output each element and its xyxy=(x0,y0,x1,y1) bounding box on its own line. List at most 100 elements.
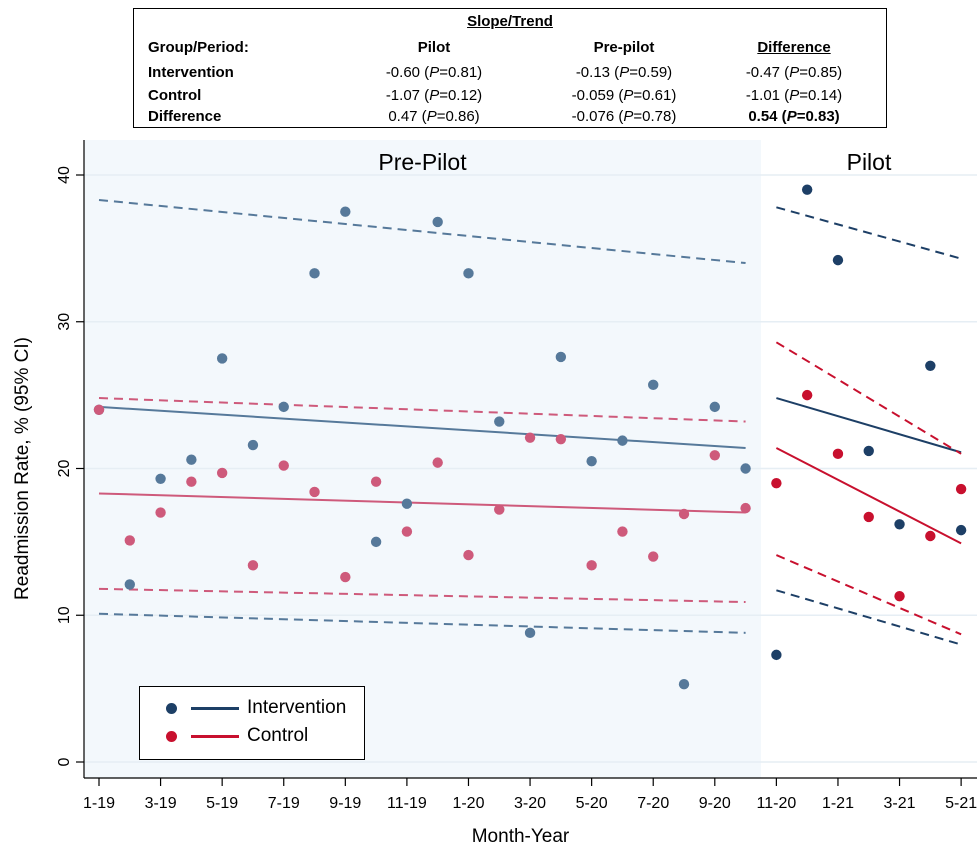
x-tick-label: 5-21 xyxy=(945,795,977,812)
intervention-point xyxy=(648,379,659,391)
control-point xyxy=(709,450,720,461)
control-point xyxy=(648,551,659,562)
intervention-point xyxy=(124,579,135,590)
intervention-trend-pre-fit-line xyxy=(98,405,746,449)
control-point xyxy=(124,535,135,546)
table-header-difference: Difference xyxy=(757,39,831,56)
control-point xyxy=(93,404,105,415)
table-cell: 0.47 (P=0.86) xyxy=(388,108,480,125)
control-point xyxy=(278,460,289,471)
x-tick-label: 1-19 xyxy=(83,795,115,812)
table-cell: -0.13 (P=0.59) xyxy=(575,64,673,81)
intervention-point xyxy=(247,439,259,451)
y-tick-label: 20 xyxy=(56,460,73,478)
x-tick-label: 3-20 xyxy=(514,795,546,812)
x-axis-title: Month-Year xyxy=(472,826,570,847)
legend-label: Intervention xyxy=(247,697,347,718)
intervention-trend-pre-ci-upper-line xyxy=(98,198,746,265)
control-point xyxy=(955,483,967,495)
table-row-label: Control xyxy=(148,87,202,104)
control-trend-pilot-ci-upper-line xyxy=(775,341,962,455)
control-point xyxy=(155,507,166,518)
prepilot-shade xyxy=(84,140,761,778)
control-point xyxy=(801,389,813,401)
x-tick-label: 11-19 xyxy=(387,795,427,812)
legend-line xyxy=(191,706,239,710)
intervention-point xyxy=(524,627,536,639)
control-point xyxy=(740,502,751,514)
y-tick-label: 0 xyxy=(56,757,73,766)
control-point xyxy=(771,477,782,489)
legend-marker xyxy=(166,702,177,714)
intervention-point xyxy=(555,351,567,363)
control-point xyxy=(216,467,228,479)
table-cell: -0.076 (P=0.78) xyxy=(571,108,677,125)
intervention-point xyxy=(494,416,505,427)
intervention-point xyxy=(955,524,967,536)
intervention-point xyxy=(401,498,413,509)
intervention-point xyxy=(155,473,166,484)
control-point xyxy=(432,457,443,468)
control-point xyxy=(586,560,597,571)
control-point xyxy=(340,571,351,583)
intervention-point xyxy=(432,216,443,228)
control-point xyxy=(678,508,690,520)
control-point xyxy=(309,486,320,498)
intervention-trend-pre-ci-lower-line xyxy=(98,612,746,634)
table-title: Slope/Trend xyxy=(467,13,553,30)
table-cell: 0.54 (P=0.83) xyxy=(748,108,840,125)
intervention-point xyxy=(832,254,844,266)
table-cell: -1.07 (P=0.12) xyxy=(385,87,483,104)
legend-entry-control: Control xyxy=(166,723,308,749)
intervention-point xyxy=(925,360,936,371)
control-point xyxy=(370,476,382,487)
legend: Intervention Control xyxy=(139,686,365,760)
control-point xyxy=(925,530,936,542)
intervention-point xyxy=(863,445,874,457)
x-tick-label: 7-19 xyxy=(268,795,300,812)
table-cell: -0.60 (P=0.81) xyxy=(385,64,483,81)
y-tick-label: 10 xyxy=(56,606,73,624)
intervention-point xyxy=(370,536,382,548)
y-tick-label: 30 xyxy=(56,313,73,331)
intervention-point xyxy=(801,184,813,195)
y-tick-label: 40 xyxy=(56,166,73,184)
intervention-point xyxy=(216,353,228,364)
intervention-point xyxy=(309,268,320,279)
x-tick-label: 1-21 xyxy=(822,795,854,812)
intervention-point xyxy=(771,649,782,661)
y-axis-title: Readmission Rate, % (95% CI) xyxy=(12,337,33,600)
control-trend-pilot-fit-line xyxy=(775,447,962,545)
intervention-point xyxy=(463,268,474,279)
control-trend-pre-fit-line xyxy=(98,492,746,514)
control-point xyxy=(401,526,413,537)
x-tick-label: 1-20 xyxy=(452,795,484,812)
legend-line xyxy=(191,734,239,738)
intervention-trend-pilot-ci-upper-line xyxy=(776,206,962,260)
intervention-point xyxy=(678,679,690,690)
intervention-point xyxy=(709,401,720,413)
intervention-point xyxy=(617,435,628,446)
table-cell: -1.01 (P=0.14) xyxy=(745,87,843,104)
x-tick-label: 9-20 xyxy=(699,795,731,812)
intervention-point xyxy=(186,454,197,465)
x-tick-label: 9-19 xyxy=(329,795,361,812)
table-cell: -0.47 (P=0.85) xyxy=(745,64,843,81)
control-trend-pilot-ci-lower-line xyxy=(775,554,962,636)
table-cell: -0.059 (P=0.61) xyxy=(571,87,677,104)
control-point xyxy=(494,504,505,515)
control-point xyxy=(555,433,567,445)
x-tick-label: 3-21 xyxy=(884,795,916,812)
x-tick-label: 5-20 xyxy=(576,795,608,812)
table-row-label: Difference xyxy=(148,108,222,125)
legend-entry-intervention: Intervention xyxy=(166,695,346,721)
intervention-trend-pilot-ci-lower-line xyxy=(776,589,962,646)
intervention-point xyxy=(586,455,597,467)
control-point xyxy=(463,549,474,561)
control-point xyxy=(524,432,536,443)
control-point xyxy=(247,560,259,571)
intervention-point xyxy=(278,401,289,413)
legend-marker xyxy=(166,730,177,742)
table-header-prepilot: Pre-pilot xyxy=(593,39,655,56)
